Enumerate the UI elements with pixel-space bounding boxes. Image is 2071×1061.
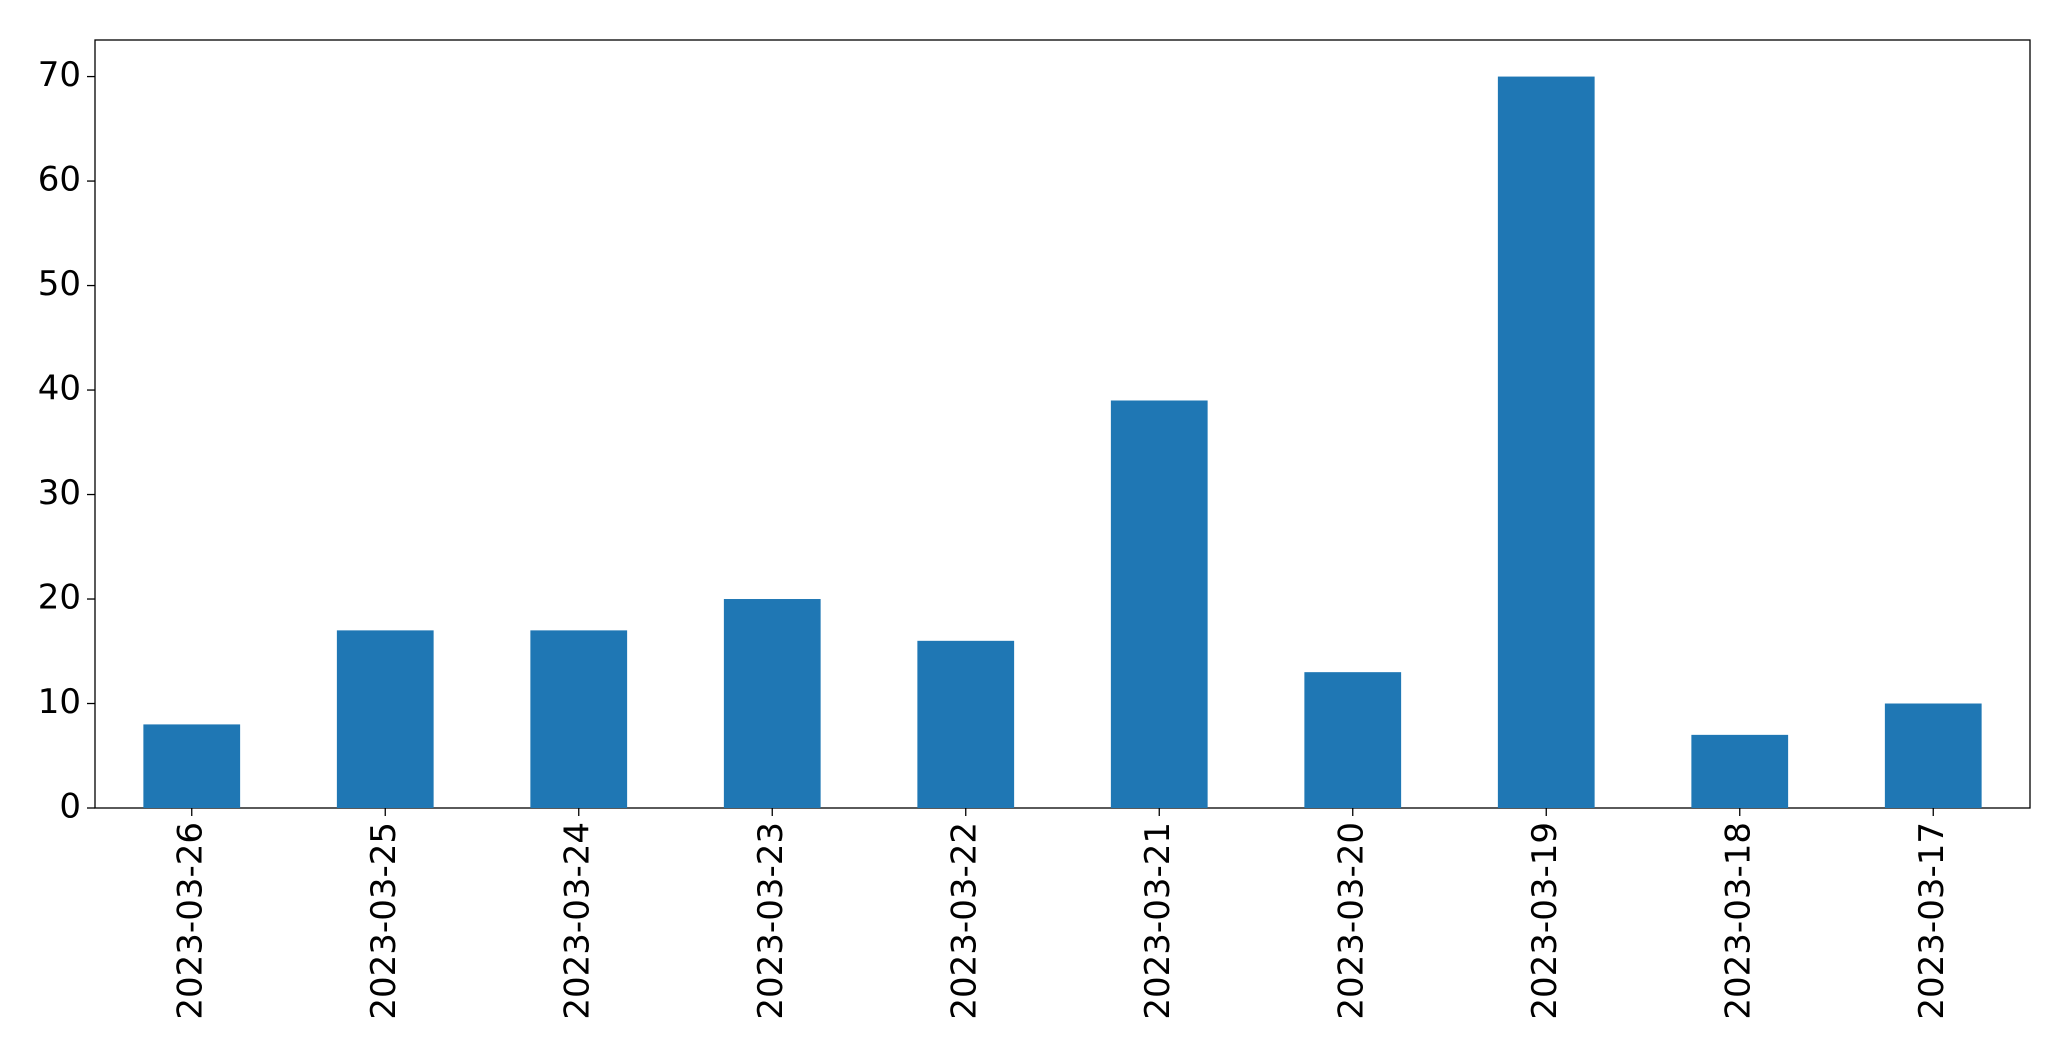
bar bbox=[530, 630, 628, 808]
bar bbox=[336, 630, 434, 808]
x-tick-label: 2023-03-21 bbox=[1138, 822, 1178, 1020]
bar bbox=[723, 599, 821, 808]
y-tick-label: 40 bbox=[38, 369, 81, 409]
x-tick-label: 2023-03-20 bbox=[1331, 822, 1371, 1020]
x-tick-label: 2023-03-18 bbox=[1718, 822, 1758, 1020]
bar bbox=[1691, 734, 1789, 808]
bar bbox=[1110, 400, 1208, 808]
y-tick-label: 70 bbox=[38, 55, 81, 95]
bar bbox=[1884, 703, 1982, 808]
y-tick-label: 0 bbox=[59, 787, 81, 827]
y-tick-label: 50 bbox=[38, 264, 81, 304]
bar bbox=[143, 724, 241, 808]
y-tick-label: 30 bbox=[38, 473, 81, 513]
y-tick-label: 10 bbox=[38, 682, 81, 722]
x-tick-label: 2023-03-17 bbox=[1912, 822, 1952, 1020]
bar bbox=[1304, 672, 1402, 808]
y-tick-label: 60 bbox=[38, 160, 81, 200]
y-tick-label: 20 bbox=[38, 578, 81, 618]
bar bbox=[917, 640, 1015, 808]
x-tick-label: 2023-03-25 bbox=[364, 822, 404, 1020]
x-tick-label: 2023-03-19 bbox=[1525, 822, 1565, 1020]
x-tick-label: 2023-03-24 bbox=[557, 822, 597, 1020]
bar bbox=[1497, 76, 1595, 809]
axes-frame bbox=[94, 39, 2031, 809]
x-tick-label: 2023-03-26 bbox=[170, 822, 210, 1020]
x-tick-label: 2023-03-22 bbox=[944, 822, 984, 1020]
x-tick-label: 2023-03-23 bbox=[751, 822, 791, 1020]
